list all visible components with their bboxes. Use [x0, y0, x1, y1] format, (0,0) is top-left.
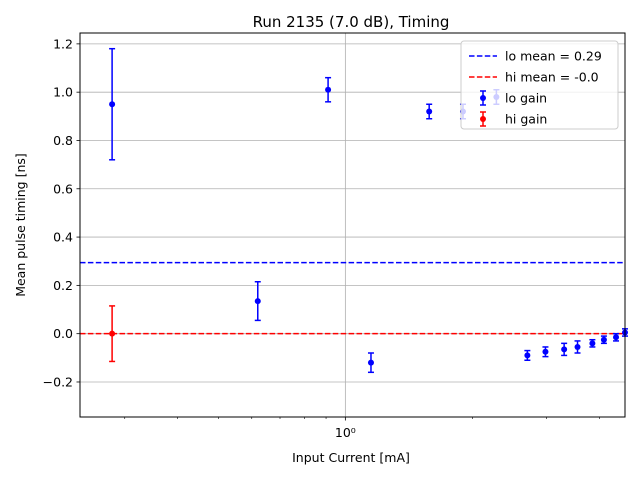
legend-label: lo gain: [505, 91, 547, 106]
y-axis-label: Mean pulse timing [ns]: [13, 153, 28, 297]
data-point: [325, 86, 332, 93]
data-point: [600, 336, 607, 343]
y-tick-label: 1.2: [53, 36, 73, 51]
legend-marker: [480, 95, 486, 101]
data-point: [109, 330, 116, 337]
y-tick-label: 0.2: [53, 278, 73, 293]
y-tick-label: 1.0: [53, 85, 73, 100]
data-point: [589, 340, 596, 347]
legend-label: hi mean = -0.0: [505, 70, 599, 85]
x-tick-label: 10⁰: [335, 425, 356, 440]
data-point: [574, 343, 581, 350]
legend-label: lo mean = 0.29: [505, 49, 602, 64]
chart-title: Run 2135 (7.0 dB), Timing: [253, 13, 450, 31]
legend: lo mean = 0.29 hi mean = -0.0 lo gain hi ga…: [460, 40, 619, 130]
legend-label: hi gain: [505, 112, 547, 127]
data-point: [542, 348, 549, 355]
data-point: [426, 108, 433, 115]
y-tick-label: 0.4: [53, 230, 73, 245]
x-axis-label: Input Current [mA]: [292, 450, 410, 465]
data-point: [109, 101, 116, 108]
y-tick-label: 0.0: [53, 326, 73, 341]
y-tick-label: 0.8: [53, 133, 73, 148]
data-point: [561, 346, 568, 353]
legend-box: [460, 40, 619, 130]
plot-frame: [79, 32, 626, 418]
data-point: [613, 334, 620, 341]
data-point: [367, 359, 374, 366]
y-tick-label: 0.6: [53, 181, 73, 196]
data-point: [524, 352, 531, 359]
data-point: [254, 298, 261, 305]
legend-marker: [480, 116, 486, 122]
y-tick-label: −0.2: [43, 374, 73, 389]
